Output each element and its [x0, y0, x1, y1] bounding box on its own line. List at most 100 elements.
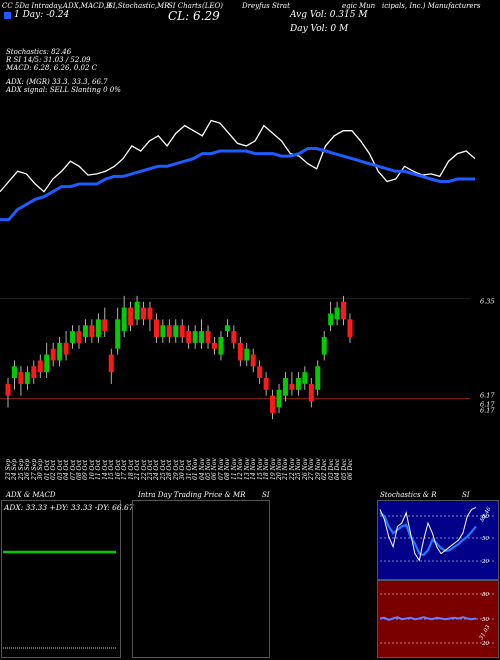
candle-body	[11, 366, 17, 379]
date-axis: 23 Sep 24 Sep 25 Sep 26 Sep 27 Sep 30 Sep 01 O…	[0, 440, 500, 486]
candle-body	[199, 331, 205, 343]
stoch-d-line	[379, 511, 477, 557]
candle-body	[102, 319, 108, 332]
intraday-panel-title2: SI	[262, 491, 270, 499]
ticker-combo: CL: 6.29	[168, 9, 220, 23]
candle-body	[224, 325, 230, 332]
stoch-level-label: 50	[482, 536, 489, 542]
symbol-label: (LEO)	[202, 2, 223, 10]
legend-swatch	[4, 12, 11, 19]
candle-body	[82, 325, 88, 337]
candle-body	[308, 383, 314, 402]
day-volume: Day Vol: 0 M	[290, 24, 349, 34]
candle-body	[334, 307, 340, 320]
candle-body	[5, 383, 11, 396]
candle-body	[263, 378, 269, 390]
candle-body	[70, 331, 76, 343]
candle-body	[128, 307, 134, 326]
header-line1-d: Dreyfus Strat	[242, 2, 290, 10]
one-day-change: 1 Day: -0.24	[14, 10, 70, 20]
date-tick-label: 06 Dec	[347, 458, 354, 480]
rsi-level-label: 80	[482, 592, 489, 598]
candle-body	[289, 383, 295, 390]
candle-body	[166, 325, 172, 337]
header-line1-c: SI Charts	[168, 2, 202, 10]
candle-body	[257, 366, 263, 379]
candle-body	[63, 342, 69, 355]
candle-body	[134, 301, 140, 320]
stoch-panel-title: Stochastics & R	[380, 491, 437, 499]
candle-body	[218, 336, 224, 355]
price-axis-label: 6.17	[480, 392, 495, 400]
rsi-level-label: 20	[481, 641, 489, 647]
stoch-panel	[377, 500, 499, 580]
header-line1-f: icipals, Inc.) Manufacturers	[382, 2, 481, 10]
intraday-panel	[132, 500, 270, 658]
candle-body	[108, 354, 114, 373]
adx-readout: ADX: (MGR) 33.3, 33.3, 66.7	[6, 78, 108, 86]
candle-body	[153, 319, 159, 337]
candle-body	[237, 342, 243, 361]
candle-body	[95, 319, 101, 337]
stoch-level-label: 20	[481, 559, 489, 565]
stoch-level-label: 80	[482, 514, 489, 520]
price-axis-label: 6.17	[480, 400, 495, 408]
candle-body	[250, 354, 256, 367]
header-line1-e: egic Mun	[342, 2, 376, 10]
date-tick-label: 04 Oct	[63, 459, 71, 480]
candle-body	[173, 325, 179, 337]
macd-readout: MACD: 6.28, 6.26, 0.02 C	[6, 64, 98, 72]
candle-body	[57, 342, 63, 361]
candle-body	[147, 307, 153, 320]
candle-body	[44, 354, 50, 373]
header-line1-b: SI,Stochastic,MR	[108, 2, 170, 10]
candle-body	[179, 325, 185, 337]
candle-body	[205, 331, 211, 343]
candle-body	[302, 372, 308, 384]
date-tick-label: 21 Oct	[134, 459, 142, 480]
candle-body	[244, 348, 250, 361]
candle-body	[121, 307, 127, 332]
price_line-series	[0, 119, 476, 193]
candle-body	[211, 342, 217, 349]
candle-body	[231, 331, 237, 343]
candle-body	[315, 366, 321, 390]
rsi-level-label: 50	[482, 617, 489, 623]
stoch-k-line	[379, 506, 477, 562]
candle-body	[321, 336, 327, 355]
intraday-panel-title: Intra Day Trading Price & MR	[138, 491, 246, 499]
main-chart: 6.356.176.176.17	[0, 119, 495, 420]
candle-body	[50, 348, 56, 361]
candle-body	[186, 331, 192, 343]
stoch-panel-title2: SI	[462, 491, 470, 499]
candle-body	[37, 360, 43, 373]
candle-body	[141, 307, 147, 320]
adx-panel-readout: ADX: 33.33 +DY: 33.33 -DY: 66.67	[4, 503, 134, 512]
header-line1-a: CC 5Da Intraday,ADX,MACD,R	[2, 2, 112, 10]
candle-body	[24, 372, 30, 384]
avg-volume: Avg Vol: 0.315 M	[290, 10, 368, 20]
candle-body	[160, 325, 166, 337]
candle-body	[347, 319, 353, 337]
candle-body	[276, 389, 282, 408]
candle-body	[31, 366, 37, 379]
candle-body	[76, 331, 82, 343]
candle-body	[295, 378, 301, 390]
stochastics-readout: Stochastics: 82.46	[6, 48, 72, 56]
candle-body	[341, 301, 347, 320]
candle-body	[192, 331, 198, 343]
candle-body	[18, 372, 24, 384]
rsi-annotation: 31.03	[479, 624, 492, 641]
candle-body	[89, 325, 95, 337]
adx-signal-readout: ADX signal: SELL Slanting 0 0%	[6, 86, 121, 94]
price-axis-label: 6.35	[480, 298, 494, 306]
price-axis-label: 6.17	[480, 406, 495, 414]
adx-panel-title: ADX & MACD	[6, 491, 56, 499]
candle-body	[270, 395, 276, 414]
candle-body	[282, 378, 288, 396]
adx-panel	[1, 500, 121, 658]
rsi-readout: R SI 14/5: 31.03 / 52.09	[6, 56, 91, 64]
candle-body	[115, 319, 121, 349]
candle-body	[328, 313, 334, 326]
